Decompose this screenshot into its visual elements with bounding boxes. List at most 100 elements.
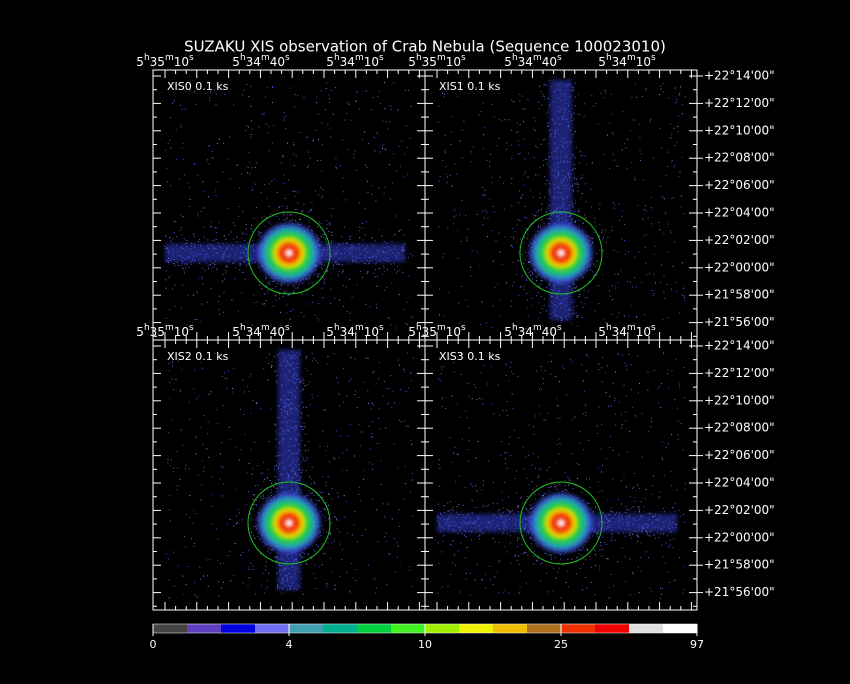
speckle — [211, 524, 212, 525]
speckle — [206, 263, 207, 264]
speckle — [333, 457, 334, 458]
speckle — [280, 289, 281, 290]
speckle — [408, 220, 409, 221]
speckle — [260, 497, 261, 498]
speckle — [245, 434, 246, 435]
speckle — [323, 189, 324, 190]
speckle — [308, 211, 309, 212]
speckle — [286, 115, 287, 116]
speckle — [371, 109, 372, 110]
speckle — [537, 477, 538, 478]
speckle — [611, 314, 612, 315]
speckle — [609, 168, 610, 169]
speckle — [654, 370, 655, 371]
speckle — [191, 243, 192, 244]
speckle — [532, 279, 533, 280]
speckle — [577, 191, 578, 192]
speckle — [185, 265, 186, 266]
speckle — [518, 261, 519, 262]
speckle — [513, 373, 514, 374]
speckle — [220, 563, 221, 564]
speckle — [641, 153, 642, 154]
speckle — [407, 174, 408, 175]
speckle — [513, 237, 514, 238]
speckle — [483, 148, 484, 149]
speckle — [667, 166, 668, 167]
speckle — [238, 509, 239, 510]
speckle — [270, 552, 271, 553]
speckle — [266, 277, 267, 278]
speckle — [202, 304, 203, 305]
speckle — [287, 208, 288, 209]
speckle — [307, 137, 308, 138]
speckle — [311, 500, 312, 501]
speckle — [595, 218, 596, 219]
speckle — [185, 547, 186, 548]
speckle — [652, 486, 653, 487]
speckle — [461, 241, 462, 242]
speckle — [586, 218, 587, 219]
speckle — [379, 91, 380, 92]
speckle — [251, 167, 252, 168]
speckle — [483, 103, 484, 104]
speckle — [584, 103, 585, 104]
speckle — [372, 238, 373, 239]
speckle — [239, 270, 240, 271]
speckle — [539, 197, 540, 198]
speckle — [194, 370, 195, 371]
speckle — [549, 80, 550, 81]
speckle — [546, 159, 547, 160]
speckle — [354, 158, 355, 159]
speckle — [288, 295, 289, 296]
speckle — [635, 179, 636, 180]
speckle — [195, 104, 196, 105]
speckle — [618, 499, 619, 500]
speckle — [518, 140, 519, 141]
speckle — [671, 161, 672, 162]
speckle — [402, 272, 403, 273]
speckle — [382, 148, 383, 149]
speckle — [251, 134, 252, 135]
speckle — [469, 382, 470, 383]
speckle — [538, 174, 539, 175]
speckle — [326, 585, 327, 586]
speckle — [169, 598, 170, 599]
speckle — [611, 227, 612, 228]
speckle — [500, 251, 501, 252]
speckle — [440, 513, 441, 514]
speckle — [180, 105, 181, 106]
speckle — [182, 576, 183, 577]
speckle — [364, 132, 365, 133]
speckle — [361, 432, 362, 433]
speckle — [544, 223, 545, 224]
speckle — [265, 570, 266, 571]
speckle — [251, 137, 252, 138]
speckle — [544, 305, 545, 306]
speckle — [282, 211, 283, 212]
speckle — [249, 577, 250, 578]
speckle — [516, 242, 517, 243]
speckle — [631, 162, 632, 163]
speckle — [467, 240, 468, 241]
speckle — [473, 146, 474, 147]
speckle — [602, 381, 603, 382]
speckle — [327, 271, 328, 272]
speckle — [298, 284, 299, 285]
speckle — [581, 555, 582, 556]
speckle — [333, 264, 334, 265]
speckle — [512, 408, 513, 409]
speckle — [305, 450, 306, 451]
speckle — [603, 250, 604, 251]
speckle — [270, 213, 271, 214]
speckle — [625, 536, 626, 537]
speckle — [274, 179, 275, 180]
speckle — [492, 230, 493, 231]
speckle — [466, 573, 467, 574]
speckle — [354, 524, 355, 525]
speckle — [264, 546, 265, 547]
speckle — [250, 518, 251, 519]
speckle — [678, 116, 679, 117]
speckle — [321, 171, 322, 172]
speckle — [165, 279, 166, 280]
speckle — [673, 167, 674, 168]
